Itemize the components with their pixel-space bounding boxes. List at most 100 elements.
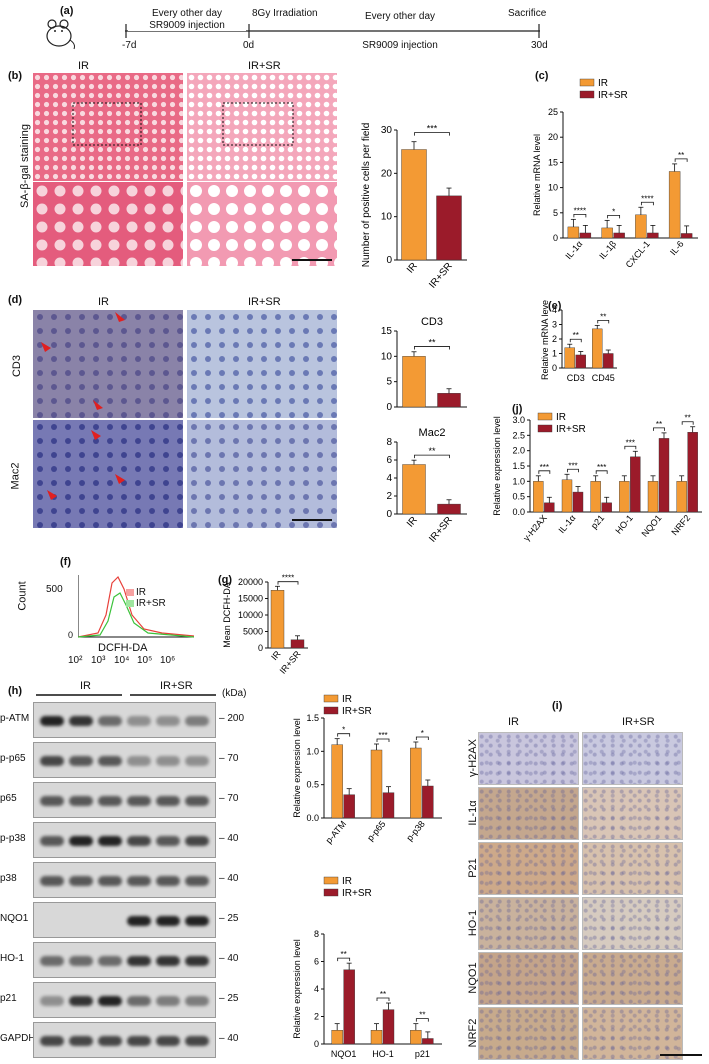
x-tick-label: CD45 <box>592 373 615 383</box>
wb-band <box>185 756 209 766</box>
irradiation-label: 8Gy Irradiation <box>252 8 318 19</box>
sabgal-irsr-image <box>187 73 337 181</box>
bar <box>630 456 641 513</box>
bar <box>422 1038 434 1045</box>
y-tick-label: 1.5 <box>512 461 525 471</box>
bar <box>564 347 575 369</box>
wb-band <box>98 796 122 806</box>
sig-label: ** <box>428 446 436 456</box>
chart-d-cd3: 0 5 10 15 CD3 ** <box>381 316 467 413</box>
wb-band <box>127 796 151 806</box>
ihc-cd3-ir <box>33 310 183 418</box>
y-tick-label: 8 <box>386 437 392 448</box>
y-tick-label: 5 <box>553 208 558 218</box>
sig-bracket <box>653 427 665 431</box>
wb-band <box>127 1036 151 1046</box>
x-tick-label: IL-6 <box>668 239 686 257</box>
wb-band <box>69 716 93 726</box>
timeline-axis <box>125 24 540 38</box>
wb-band <box>156 876 180 886</box>
ihc-ir-image <box>478 732 579 785</box>
y-tick-label: 0 <box>553 233 558 243</box>
wb-band <box>98 956 122 966</box>
bar <box>579 232 592 239</box>
x-tick-label: IL-1α <box>563 239 584 261</box>
flow-xtick-5: 10⁶ <box>160 655 176 666</box>
panel-d-col-ir: IR <box>98 296 109 308</box>
wb-protein-label: p-p38 <box>0 833 26 844</box>
sig-label: ** <box>600 312 606 321</box>
flow-xtick-3: 10⁴ <box>114 655 130 666</box>
y-tick-label: 0 <box>314 1039 319 1049</box>
wb-group-irsr: IR+SR <box>160 680 193 692</box>
bar <box>572 491 584 513</box>
sig-bracket <box>597 319 610 324</box>
panel-b-col-ir: IR <box>78 60 89 72</box>
legend-label: IR <box>342 694 352 705</box>
sig-bracket <box>337 733 351 737</box>
bar <box>544 502 555 513</box>
ihc-irsr-image <box>582 952 683 1005</box>
sig-bracket <box>414 454 450 459</box>
flow-xlabel: DCFH-DA <box>98 642 148 654</box>
x-tick-label: p-p65 <box>365 819 387 843</box>
legend-swatch <box>537 412 553 421</box>
bar <box>343 969 355 1045</box>
ihc-ir-image <box>478 787 579 840</box>
bar <box>270 590 285 649</box>
wb-band <box>98 716 122 726</box>
panel-d-col-irsr: IR+SR <box>248 296 281 308</box>
sig-label: * <box>612 207 615 216</box>
y-axis-label: Relative expression level <box>292 939 302 1039</box>
time-start: -7d <box>122 40 137 51</box>
bar <box>401 149 427 261</box>
sig-bracket <box>624 445 637 450</box>
bar <box>575 354 586 369</box>
sig-bracket <box>414 132 450 136</box>
y-tick-label: 0 <box>386 255 392 266</box>
bar <box>533 481 544 513</box>
bar <box>402 464 426 515</box>
y-tick-label: 25 <box>548 107 558 117</box>
panel-d-label: (d) <box>8 294 23 306</box>
wb-band <box>185 1036 209 1046</box>
wb-protein-label: p-p65 <box>0 753 26 764</box>
y-tick-label: 20 <box>548 132 558 142</box>
chart-title: CD3 <box>421 316 443 328</box>
ihc-ir-image <box>478 842 579 895</box>
bar <box>382 792 395 819</box>
y-tick-label: 15 <box>381 326 393 337</box>
wb-band <box>127 716 151 726</box>
wb-kda-label: (kDa) <box>222 688 247 699</box>
legend-swatch <box>579 90 595 99</box>
wb-protein-label: GAPDH <box>0 1033 36 1044</box>
wb-band <box>156 1036 180 1046</box>
ihc-mac2-ir <box>33 420 183 528</box>
y-tick-label: 1 <box>552 349 557 359</box>
y-tick-label: 2.5 <box>512 430 525 440</box>
y-tick-label: 3 <box>552 320 557 330</box>
legend-label: IR <box>598 78 608 89</box>
y-axis-label: Relative mRNA level <box>532 134 542 216</box>
wb-kda-value: – 25 <box>219 913 239 924</box>
y-tick-label: 20000 <box>238 577 263 587</box>
bar <box>592 328 603 369</box>
wb-band <box>185 956 209 966</box>
sig-label: *** <box>540 463 549 472</box>
x-tick-label: NQO1 <box>639 513 663 539</box>
flow-legend-irsr: IR+SR <box>136 598 166 609</box>
bar <box>331 744 343 819</box>
ihc-irsr-image <box>582 897 683 950</box>
wb-band <box>69 796 93 806</box>
ihc-ir-image <box>478 952 579 1005</box>
sig-bracket <box>376 738 390 742</box>
legend-label: IR+SR <box>598 90 628 101</box>
sig-label: **** <box>282 574 294 583</box>
flow-ytick-500: 500 <box>46 584 63 595</box>
sig-label: ** <box>685 414 691 423</box>
wb-kda-value: – 40 <box>219 833 239 844</box>
y-tick-label: 0 <box>386 402 392 413</box>
wb-band <box>156 716 180 726</box>
chart-d-mac2: 0 2 4 6 8 Mac2 IR IR+SR ** <box>386 427 467 545</box>
bar <box>680 233 693 239</box>
